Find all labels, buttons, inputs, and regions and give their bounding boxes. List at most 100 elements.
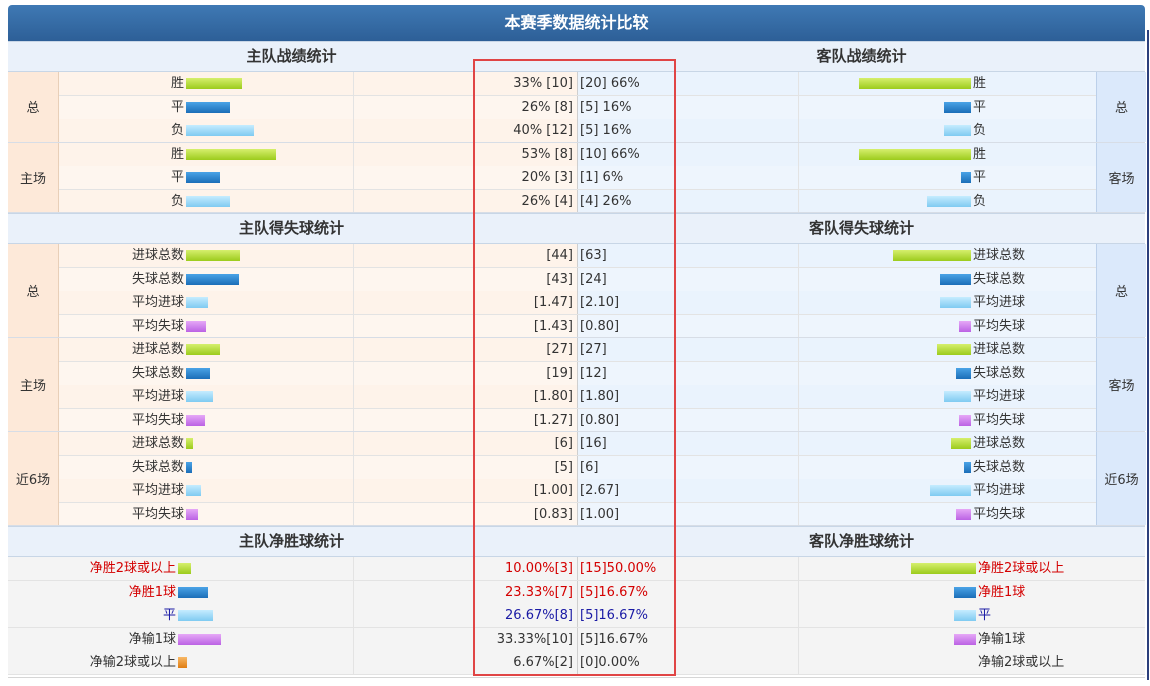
col-divider bbox=[798, 119, 799, 142]
row-bg-right bbox=[578, 408, 1096, 432]
left-label: 平均进球 bbox=[131, 295, 184, 310]
col-divider bbox=[353, 361, 354, 385]
home-value: 10.00%[3] bbox=[505, 561, 573, 576]
page-title: 本赛季数据统计比较 bbox=[8, 5, 1145, 41]
mid-divider bbox=[577, 502, 578, 526]
col-divider bbox=[353, 72, 354, 95]
stat-row: 净输1球 33.33%[10] [5]16.67% 净输1球 bbox=[8, 627, 1145, 652]
left-bar bbox=[186, 125, 254, 136]
row-bg-left bbox=[58, 95, 578, 119]
col-divider bbox=[353, 166, 354, 189]
left-label: 净输2球或以上 bbox=[89, 655, 176, 670]
col-divider bbox=[353, 408, 354, 432]
right-bar bbox=[964, 461, 971, 473]
left-label: 失球总数 bbox=[131, 271, 184, 287]
row-bg-left bbox=[58, 502, 578, 526]
away-value: [5]16.67% bbox=[580, 608, 648, 623]
home-value: [0.83] bbox=[533, 506, 573, 522]
home-value: [19] bbox=[546, 365, 573, 381]
section-header: 主队得失球统计 客队得失球统计 bbox=[8, 213, 1145, 244]
left-label: 平均失球 bbox=[131, 318, 184, 334]
home-value: [1.27] bbox=[533, 412, 573, 428]
home-value: [43] bbox=[546, 271, 573, 287]
right-label: 平 bbox=[973, 170, 987, 185]
left-label: 失球总数 bbox=[131, 459, 184, 475]
mid-divider bbox=[577, 408, 578, 432]
row-bg-right bbox=[578, 95, 1096, 119]
right-bar bbox=[858, 148, 971, 160]
stat-row: 胜 53% [8] [10] 66% 胜 bbox=[8, 142, 1145, 167]
mid-divider bbox=[577, 338, 578, 361]
away-value: [63] bbox=[580, 248, 607, 263]
row-bg bbox=[8, 651, 1145, 674]
col-divider bbox=[798, 604, 799, 627]
left-label: 平均进球 bbox=[131, 483, 184, 498]
left-bar bbox=[186, 297, 209, 308]
away-value: [5]16.67% bbox=[580, 584, 648, 600]
mid-divider bbox=[577, 580, 578, 604]
col-divider bbox=[798, 651, 799, 674]
row-bg-left bbox=[58, 408, 578, 432]
row-bg-left bbox=[58, 244, 578, 267]
col-divider bbox=[798, 72, 799, 95]
stat-row: 净输2球或以上 6.67%[2] [0]0.00% 净输2球或以上 bbox=[8, 651, 1145, 675]
mid-divider bbox=[577, 651, 578, 674]
away-value: [1.80] bbox=[580, 389, 620, 404]
left-label: 胜 bbox=[170, 76, 184, 91]
left-bar bbox=[186, 485, 202, 496]
left-bar bbox=[186, 195, 231, 207]
stat-row: 平 26.67%[8] [5]16.67% 平 bbox=[8, 604, 1145, 628]
right-bar bbox=[959, 320, 971, 332]
home-group-label: 近6场 bbox=[8, 432, 59, 525]
mid-divider bbox=[577, 267, 578, 291]
right-bar bbox=[926, 195, 971, 207]
section-header: 主队净胜球统计 客队净胜球统计 bbox=[8, 526, 1145, 557]
right-bar bbox=[953, 586, 976, 598]
mid-divider bbox=[577, 432, 578, 455]
col-divider bbox=[798, 627, 799, 651]
row-bg-left bbox=[58, 338, 578, 361]
stat-row: 进球总数 [27] [27] 进球总数 bbox=[8, 338, 1145, 362]
stat-row: 平 20% [3] [1] 6% 平 bbox=[8, 166, 1145, 190]
home-value: 33% [10] bbox=[513, 76, 573, 91]
row-bg-right bbox=[578, 479, 1096, 502]
col-divider bbox=[798, 557, 799, 580]
away-group-label: 客场 bbox=[1096, 142, 1146, 212]
left-bar bbox=[186, 391, 214, 402]
col-divider bbox=[353, 385, 354, 408]
mid-divider bbox=[577, 244, 578, 267]
left-bar bbox=[186, 508, 198, 520]
mid-divider bbox=[577, 361, 578, 385]
away-value: [4] 26% bbox=[580, 193, 632, 209]
row-bg-right bbox=[578, 502, 1096, 526]
away-value: [5] 16% bbox=[580, 123, 632, 138]
col-divider bbox=[798, 408, 799, 432]
right-label: 失球总数 bbox=[973, 271, 1026, 287]
home-value: 23.33%[7] bbox=[505, 584, 573, 600]
right-label: 进球总数 bbox=[973, 436, 1026, 451]
row-bg bbox=[8, 557, 1145, 580]
row-bg-left bbox=[58, 291, 578, 314]
right-bar bbox=[950, 438, 971, 449]
right-bar bbox=[892, 250, 971, 261]
col-divider bbox=[798, 142, 799, 166]
home-group-label: 总 bbox=[8, 244, 59, 337]
home-section-title: 主队净胜球统计 bbox=[238, 532, 344, 550]
stat-row: 失球总数 [43] [24] 失球总数 bbox=[8, 267, 1145, 292]
stat-row: 平均进球 [1.00] [2.67] 平均进球 bbox=[8, 479, 1145, 503]
left-label: 负 bbox=[170, 123, 184, 138]
col-divider bbox=[353, 95, 354, 119]
row-bg bbox=[8, 627, 1145, 651]
bottom-border bbox=[8, 677, 1145, 678]
col-divider bbox=[353, 267, 354, 291]
col-divider bbox=[353, 557, 354, 580]
col-divider bbox=[353, 604, 354, 627]
col-divider bbox=[798, 455, 799, 479]
col-divider bbox=[353, 580, 354, 604]
row-bg-left bbox=[58, 267, 578, 291]
left-bar bbox=[186, 78, 243, 89]
right-label: 失球总数 bbox=[973, 365, 1026, 381]
row-bg-right bbox=[578, 166, 1096, 189]
stat-row: 平均进球 [1.47] [2.10] 平均进球 bbox=[8, 291, 1145, 315]
home-group-label: 主场 bbox=[8, 338, 59, 431]
